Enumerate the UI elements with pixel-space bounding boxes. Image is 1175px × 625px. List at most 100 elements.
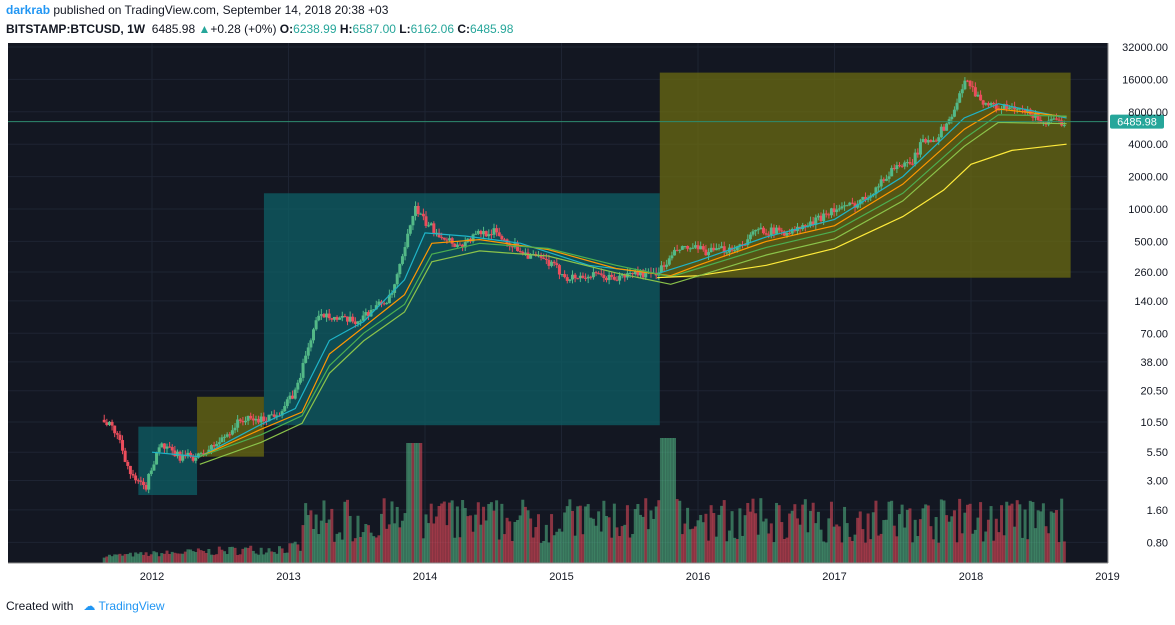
candle-body bbox=[123, 450, 127, 462]
candle-body bbox=[790, 228, 794, 234]
y-tick-label: 5.50 bbox=[1147, 447, 1168, 459]
candle-body bbox=[887, 176, 891, 179]
volume-bar bbox=[165, 550, 169, 563]
y-tick-label: 140.00 bbox=[1134, 296, 1168, 308]
candle-body bbox=[377, 301, 381, 306]
x-tick-label: 2018 bbox=[959, 571, 983, 583]
volume-bar bbox=[1057, 542, 1061, 563]
volume-bar bbox=[890, 500, 894, 563]
candle-body bbox=[502, 239, 506, 241]
candle-body bbox=[209, 445, 213, 450]
candle-body bbox=[785, 232, 789, 236]
volume-bar bbox=[484, 520, 488, 563]
candle-body bbox=[437, 232, 441, 238]
volume-bar bbox=[1020, 537, 1024, 563]
candle-body bbox=[414, 205, 418, 216]
candle-body bbox=[372, 309, 376, 311]
volume-bar bbox=[1000, 505, 1004, 563]
volume-bar bbox=[722, 500, 726, 563]
volume-bar bbox=[691, 528, 695, 563]
volume-bar bbox=[971, 533, 975, 563]
ma-line-ema_slow bbox=[199, 114, 1067, 458]
volume-bar bbox=[272, 552, 276, 563]
volume-bar bbox=[463, 508, 467, 563]
volume-bar bbox=[984, 531, 988, 563]
candle-body bbox=[565, 277, 569, 281]
candle-body bbox=[293, 389, 297, 399]
volume-bar bbox=[863, 542, 867, 563]
candle-body bbox=[623, 274, 627, 278]
volume-bar bbox=[725, 541, 729, 563]
candle-body bbox=[175, 451, 179, 457]
candle-body bbox=[994, 103, 998, 110]
candle-body bbox=[489, 234, 493, 236]
tradingview-link[interactable]: TradingView bbox=[98, 599, 165, 613]
candle-body bbox=[131, 474, 135, 476]
candle-body bbox=[312, 329, 316, 341]
candle-body bbox=[390, 292, 394, 295]
candle-body bbox=[693, 245, 697, 248]
volume-bar bbox=[937, 542, 941, 563]
candle-body bbox=[641, 270, 645, 278]
volume-bar bbox=[251, 550, 255, 563]
candle-body bbox=[322, 314, 326, 318]
volume-bar bbox=[264, 552, 268, 563]
ma-line-sma_long bbox=[657, 143, 1067, 279]
y-tick-label: 38.00 bbox=[1140, 357, 1168, 369]
volume-bar bbox=[395, 506, 399, 563]
volume-bar bbox=[521, 499, 525, 563]
volume-bar bbox=[597, 511, 601, 563]
candle-body bbox=[644, 272, 648, 278]
volume-bar bbox=[513, 521, 517, 563]
volume-bar bbox=[968, 503, 972, 563]
volume-bar bbox=[1005, 501, 1009, 563]
candle-body bbox=[570, 274, 574, 280]
candle-body bbox=[662, 265, 666, 267]
volume-bar bbox=[908, 508, 912, 563]
candle-body bbox=[291, 395, 295, 399]
volume-bar bbox=[474, 514, 478, 563]
candle-body bbox=[288, 395, 292, 400]
volume-bar bbox=[730, 511, 734, 563]
candle-body bbox=[714, 248, 718, 251]
y-tick-label: 4000.00 bbox=[1128, 139, 1168, 151]
y-tick-label: 16000.00 bbox=[1122, 74, 1168, 86]
volume-bar bbox=[162, 553, 166, 563]
volume-bar bbox=[471, 531, 475, 563]
candle-body bbox=[835, 209, 839, 213]
candle-body bbox=[913, 152, 917, 165]
candle-body bbox=[419, 213, 423, 215]
volume-bar bbox=[118, 553, 122, 563]
candle-body bbox=[686, 245, 690, 249]
volume-bar bbox=[387, 524, 391, 563]
candle-body bbox=[916, 152, 920, 155]
volume-bar bbox=[510, 541, 514, 563]
volume-bar bbox=[693, 526, 697, 563]
candle-body bbox=[335, 316, 339, 320]
volume-bar bbox=[976, 517, 980, 563]
candle-body bbox=[675, 249, 679, 251]
candle-body bbox=[1018, 108, 1022, 110]
candle-body bbox=[236, 419, 240, 428]
candle-body bbox=[450, 238, 454, 244]
volume-bar bbox=[212, 554, 216, 563]
volume-bar bbox=[369, 532, 373, 563]
candle-body bbox=[853, 203, 857, 208]
volume-bar bbox=[756, 534, 760, 563]
candle-body bbox=[602, 274, 606, 278]
author-link[interactable]: darkrab bbox=[6, 3, 51, 17]
volume-bar bbox=[947, 521, 951, 563]
volume-bar bbox=[424, 514, 428, 563]
volume-bar bbox=[314, 514, 318, 563]
volume-bar bbox=[479, 524, 483, 563]
volume-bar bbox=[822, 541, 826, 563]
volume-bar bbox=[641, 516, 645, 563]
candle-body bbox=[458, 244, 462, 246]
candle-body bbox=[945, 123, 949, 131]
volume-bar bbox=[304, 503, 308, 563]
volume-bar bbox=[230, 546, 234, 563]
candle-body bbox=[890, 167, 894, 177]
candle-body bbox=[217, 442, 221, 444]
candle-body bbox=[811, 221, 815, 225]
